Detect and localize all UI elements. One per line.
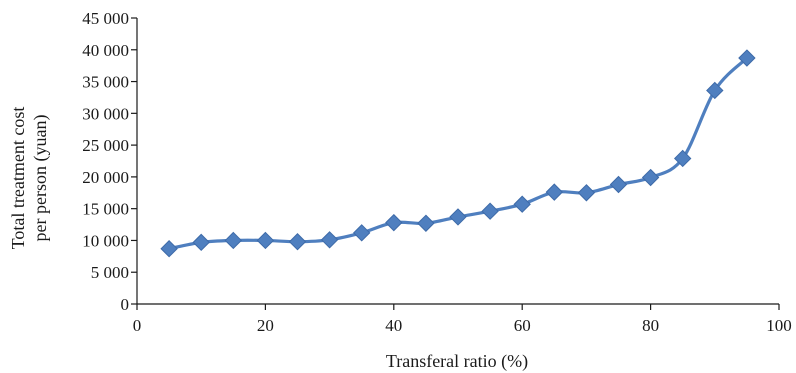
data-point-marker: [481, 202, 499, 220]
data-point-marker: [577, 184, 596, 202]
y-tick-label: 20 000: [82, 168, 129, 187]
data-point-marker: [545, 183, 564, 201]
y-tick-label: 25 000: [82, 136, 129, 155]
y-tick-label: 45 000: [82, 9, 129, 28]
data-point-marker: [160, 239, 178, 258]
data-point-marker: [673, 149, 692, 168]
y-tick-label: 0: [121, 295, 130, 314]
data-point-marker: [449, 208, 467, 226]
x-tick-label: 20: [257, 316, 274, 335]
y-tick-label: 30 000: [82, 104, 129, 123]
x-axis-title: Transferal ratio (%): [386, 351, 528, 372]
y-tick-label: 35 000: [82, 73, 129, 92]
data-point-marker: [609, 175, 628, 194]
data-point-marker: [192, 233, 210, 252]
data-point-marker: [738, 49, 756, 67]
y-tick-label: 10 000: [82, 231, 129, 250]
x-tick-label: 40: [385, 316, 402, 335]
x-axis-ticks: 0 20 40 60 80 100: [133, 304, 792, 335]
plot-area: 0 5 000 10 000 15 000 20 000 25 000 30 000 35 0…: [82, 9, 792, 335]
x-tick-label: 60: [514, 316, 531, 335]
data-point-marker: [417, 214, 435, 232]
data-point-marker: [385, 213, 403, 232]
x-tick-label: 100: [766, 316, 792, 335]
data-point-marker: [352, 224, 371, 242]
y-tick-label: 15 000: [82, 200, 129, 219]
data-point-marker: [641, 168, 660, 187]
y-tick-label: 5 000: [91, 263, 129, 282]
data-point-marker: [320, 231, 339, 249]
y-tick-label: 40 000: [82, 41, 129, 60]
y-axis-title: Total treatment cost per person (yuan): [8, 107, 51, 250]
data-point-marker: [256, 231, 275, 250]
y-axis-title-line-2: per person (yuan): [30, 115, 51, 242]
x-tick-label: 80: [642, 316, 659, 335]
data-point-marker: [224, 231, 243, 250]
data-point-marker: [288, 233, 307, 251]
series-layer: [160, 49, 756, 258]
y-axis-title-line-1: Total treatment cost: [8, 107, 28, 250]
data-point-marker: [513, 195, 531, 213]
data-point-marker: [706, 81, 724, 100]
x-tick-label: 0: [133, 316, 142, 335]
y-axis-ticks: 0 5 000 10 000 15 000 20 000 25 000 30 000 35 0…: [82, 9, 137, 314]
